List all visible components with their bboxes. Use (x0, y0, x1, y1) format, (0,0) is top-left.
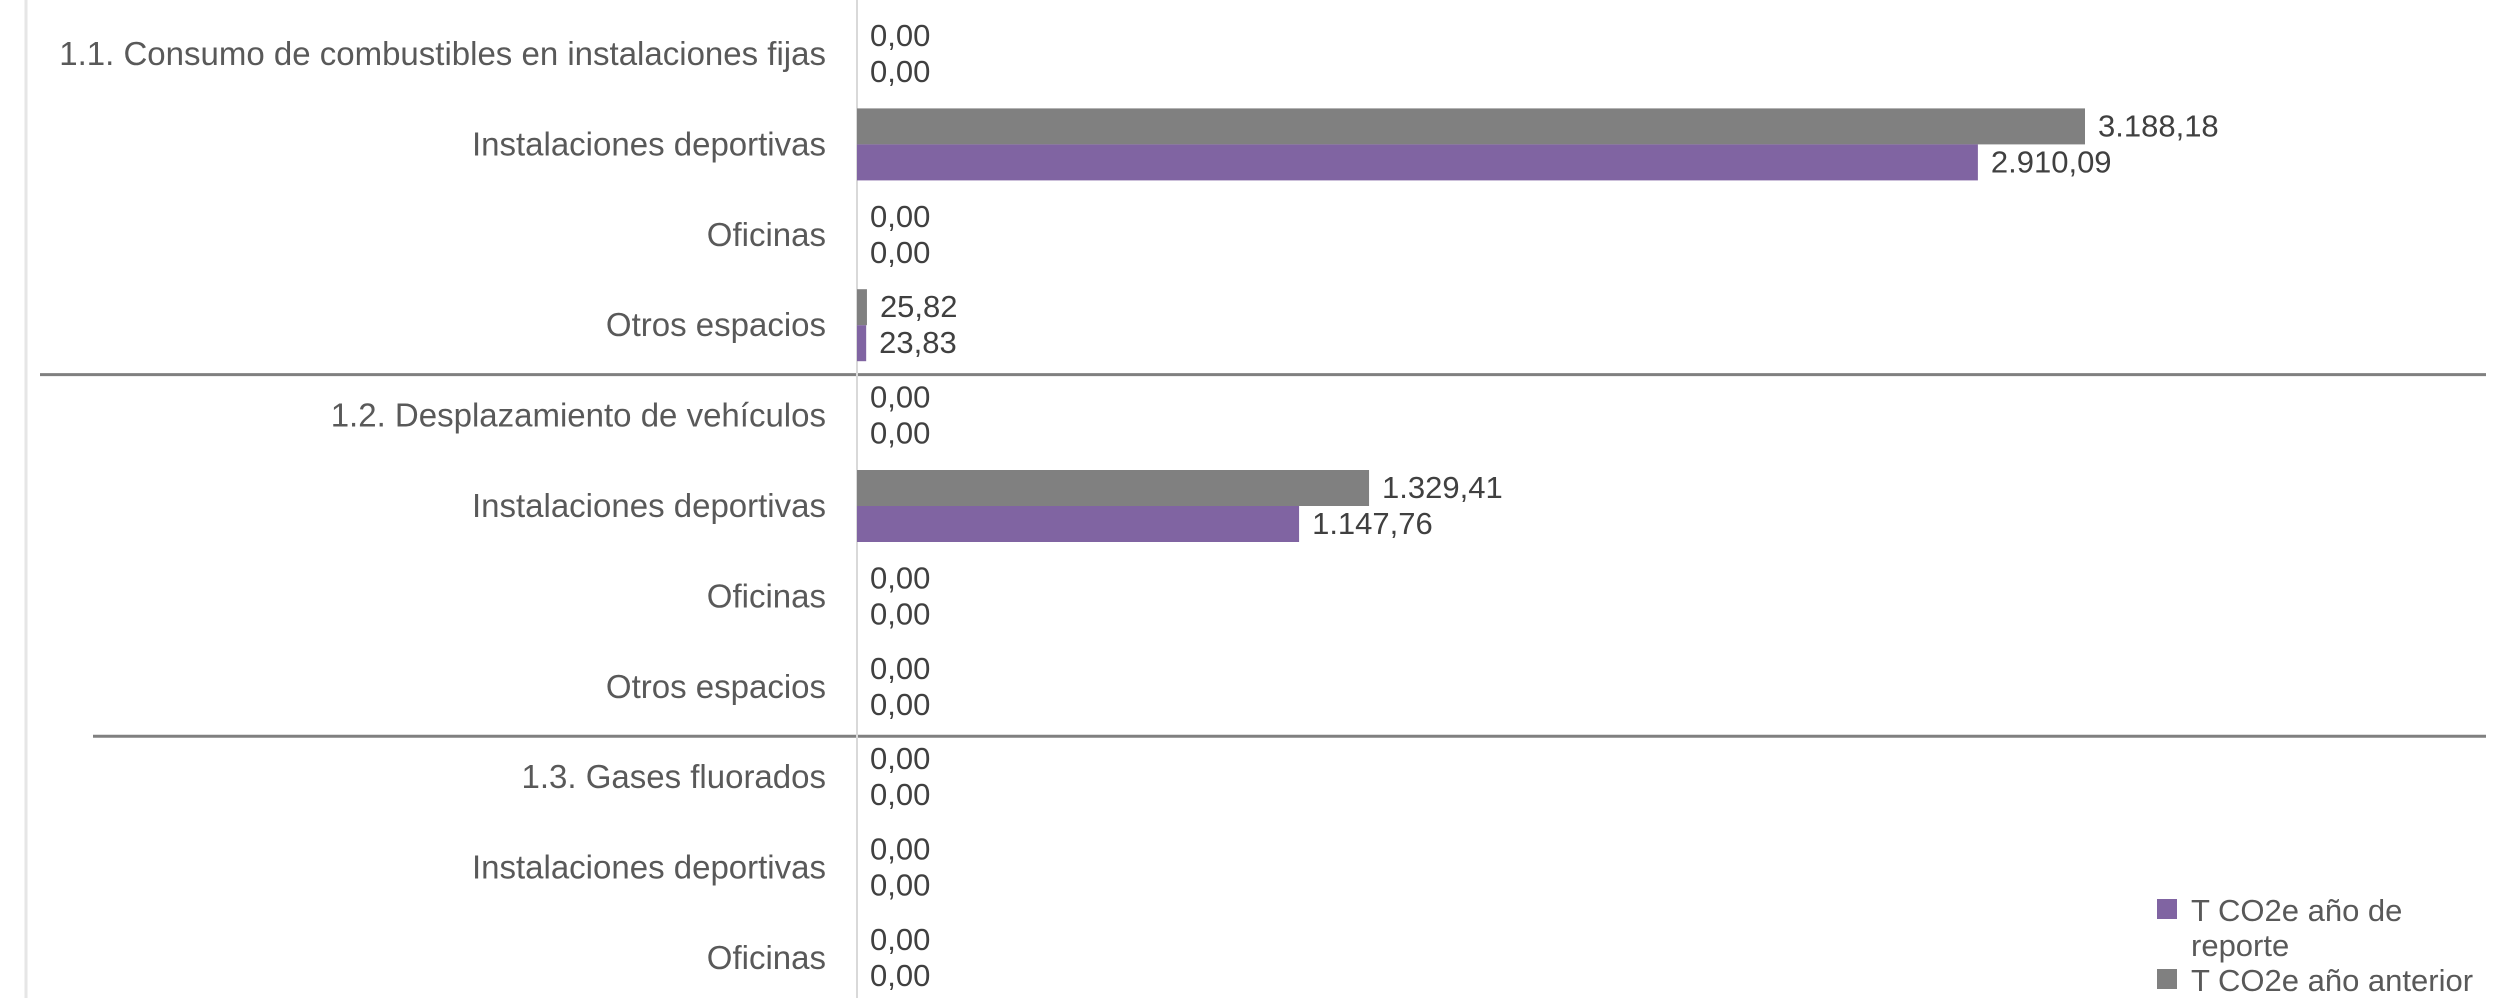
legend-label: reporte (2191, 928, 2289, 963)
data-label: 0,00 (870, 651, 930, 686)
data-label: 25,82 (880, 289, 958, 324)
data-label: 0,00 (870, 741, 930, 776)
legend-label: T CO2e año de (2191, 893, 2402, 928)
data-label: 0,00 (870, 832, 930, 867)
category-label: Instalaciones deportivas (472, 125, 826, 162)
data-label: 2.910,09 (1991, 144, 2112, 179)
data-labels: 0,000,003.188,182.910,090,000,0025,8223,… (870, 18, 2219, 993)
bars (857, 108, 2085, 542)
bar-report-year (857, 506, 1300, 542)
legend-swatch (2157, 899, 2177, 919)
data-label: 0,00 (870, 560, 930, 595)
data-label: 0,00 (870, 199, 930, 234)
group-separators (40, 373, 2486, 738)
category-label: Oficinas (707, 939, 826, 976)
bar-report-year (857, 325, 867, 362)
category-label: Oficinas (707, 216, 826, 253)
data-label: 0,00 (870, 777, 930, 812)
bar-prior-year (857, 108, 2085, 145)
data-label: 1.147,76 (1312, 506, 1433, 541)
bar-report-year (857, 144, 1978, 181)
data-label: 0,00 (870, 380, 930, 415)
data-label: 0,00 (870, 54, 930, 89)
data-label: 0,00 (870, 235, 930, 270)
category-label: 1.2. Desplazamiento de vehículos (331, 397, 826, 434)
category-label: 1.1. Consumo de combustibles en instalac… (59, 35, 826, 72)
category-label: Otros espacios (606, 306, 826, 343)
data-label: 0,00 (870, 687, 930, 722)
category-label: Instalaciones deportivas (472, 849, 826, 886)
data-label: 0,00 (870, 868, 930, 903)
bar-prior-year (857, 289, 867, 326)
data-label: 0,00 (870, 596, 930, 631)
data-label: 0,00 (870, 416, 930, 451)
data-label: 0,00 (870, 922, 930, 957)
category-label: Instalaciones deportivas (472, 487, 826, 524)
category-label: Otros espacios (606, 668, 826, 705)
data-label: 23,83 (879, 325, 957, 360)
data-label: 1.329,41 (1382, 470, 1503, 505)
data-label: 0,00 (870, 958, 930, 993)
category-labels: 1.1. Consumo de combustibles en instalac… (59, 35, 826, 976)
legend-label: T CO2e año anterior (2191, 963, 2473, 998)
data-label: 3.188,18 (2098, 108, 2219, 143)
data-label: 0,00 (870, 18, 930, 53)
bar-prior-year (857, 470, 1370, 506)
category-label: 1.3. Gases fluorados (521, 758, 826, 795)
category-label: Oficinas (707, 577, 826, 614)
legend-swatch (2157, 969, 2177, 989)
